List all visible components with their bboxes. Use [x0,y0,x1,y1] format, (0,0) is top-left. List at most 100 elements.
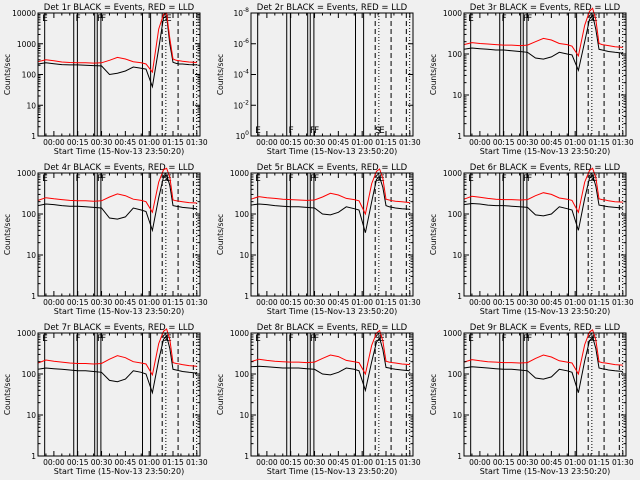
flag-letter: F [527,174,532,184]
flag-letter: E [166,14,172,24]
flag-letter: F [527,14,532,24]
x-tick-label: 01:15 [375,138,397,147]
y-tick-label: 1 [31,292,36,301]
series-events [250,337,410,393]
x-tick-label: 01:30 [399,138,421,147]
y-tick-label: 1000 [230,169,249,178]
x-tick-label: 01:30 [186,138,208,147]
x-tick-label: 00:15 [67,138,89,147]
x-tick-label: 01:30 [612,458,634,467]
x-tick-label: 01:00 [351,458,373,467]
y-tick-label: 100 [235,370,250,379]
flag-letter: E [42,174,48,184]
x-tick-label: 00:30 [517,298,539,307]
y-tick-label: 1 [244,292,249,301]
x-tick-label: 01:15 [162,458,184,467]
x-tick-label: 01:30 [399,298,421,307]
x-axis-label: Start Time (15-Nov-13 23:50:20) [480,467,610,476]
y-tick-label: 1000 [443,169,462,178]
x-axis-label: Start Time (15-Nov-13 23:50:20) [480,147,610,156]
x-tick-label: 01:30 [186,458,208,467]
y-tick-label: 100 [22,71,37,80]
x-tick-label: 00:00 [469,138,491,147]
series-events [250,176,410,233]
y-tick-label: 10 [452,251,462,260]
flag-letter: E [166,334,172,344]
plot-frame [37,172,201,297]
x-axis-label: Start Time (15-Nov-13 23:50:20) [54,467,184,476]
x-tick-label: 01:00 [564,138,586,147]
flag-letter: F [97,334,102,344]
x-tick-label: 00:45 [115,138,137,147]
flag-letter: F [502,334,507,344]
x-tick-label: 01:15 [588,458,610,467]
y-tick-label: 1 [457,452,462,461]
x-tick-label: 00:15 [493,138,515,147]
x-tick-label: 01:00 [564,458,586,467]
flag-letter: F [97,174,102,184]
flag-letter: F [314,126,319,136]
x-tick-label: 01:15 [588,138,610,147]
x-tick-label: 00:00 [43,458,65,467]
flag-letter: F [523,334,528,344]
x-tick-label: 00:45 [541,458,563,467]
panel-title: Det 4r BLACK = Events, RED = LLD [44,163,195,173]
flag-letter: E [255,334,261,344]
y-tick-label: 1 [31,132,36,141]
series-lld [37,12,197,74]
flag-letter: S [375,174,381,184]
flag-letter: F [523,174,528,184]
flag-letter: S [588,174,594,184]
y-axis-label: Counts/sec [216,214,225,255]
y-tick-label: 10-2 [233,99,249,110]
x-tick-label: 00:45 [328,138,350,147]
x-tick-label: 00:30 [91,298,113,307]
x-tick-label: 00:00 [256,458,278,467]
series-events [463,335,623,393]
flag-letter: F [502,14,507,24]
y-tick-label: 1 [31,452,36,461]
flag-letter: F [101,334,106,344]
y-tick-label: 100 [235,210,250,219]
x-tick-label: 00:15 [67,458,89,467]
series-lld [250,168,410,216]
y-tick-label: 1000 [17,329,36,338]
x-tick-label: 01:00 [351,138,373,147]
x-tick-label: 00:30 [91,138,113,147]
x-tick-label: 01:15 [162,298,184,307]
flag-letter: F [101,14,106,24]
flag-letter: S [588,14,594,24]
flag-letter: F [523,14,528,24]
series-lld [463,167,623,214]
x-tick-label: 00:45 [115,298,137,307]
x-tick-label: 01:30 [612,138,634,147]
x-tick-label: 00:45 [328,458,350,467]
panel-title: Det 3r BLACK = Events, RED = LLD [470,3,621,13]
y-tick-label: 10 [26,411,36,420]
plot-frame [37,332,201,457]
x-tick-label: 00:45 [541,138,563,147]
series-events [37,334,197,395]
x-tick-label: 00:45 [328,298,350,307]
plot-frame [250,172,414,297]
y-tick-label: 10-4 [233,69,249,80]
x-tick-label: 00:15 [67,298,89,307]
y-tick-label: 1000 [230,329,249,338]
panel-title: Det 6r BLACK = Events, RED = LLD [470,163,621,173]
x-tick-label: 00:00 [43,298,65,307]
y-tick-label: 10 [26,251,36,260]
flag-letter: F [76,14,81,24]
y-axis-label: Counts/sec [3,214,12,255]
x-tick-label: 00:15 [493,298,515,307]
flag-letter: E [468,14,474,24]
panel-title: Det 1r BLACK = Events, RED = LLD [44,3,195,13]
series-lld [250,329,410,376]
panel-title: Det 8r BLACK = Events, RED = LLD [257,323,408,333]
y-axis-label: Counts/sec [429,54,438,95]
y-tick-label: 10 [452,411,462,420]
